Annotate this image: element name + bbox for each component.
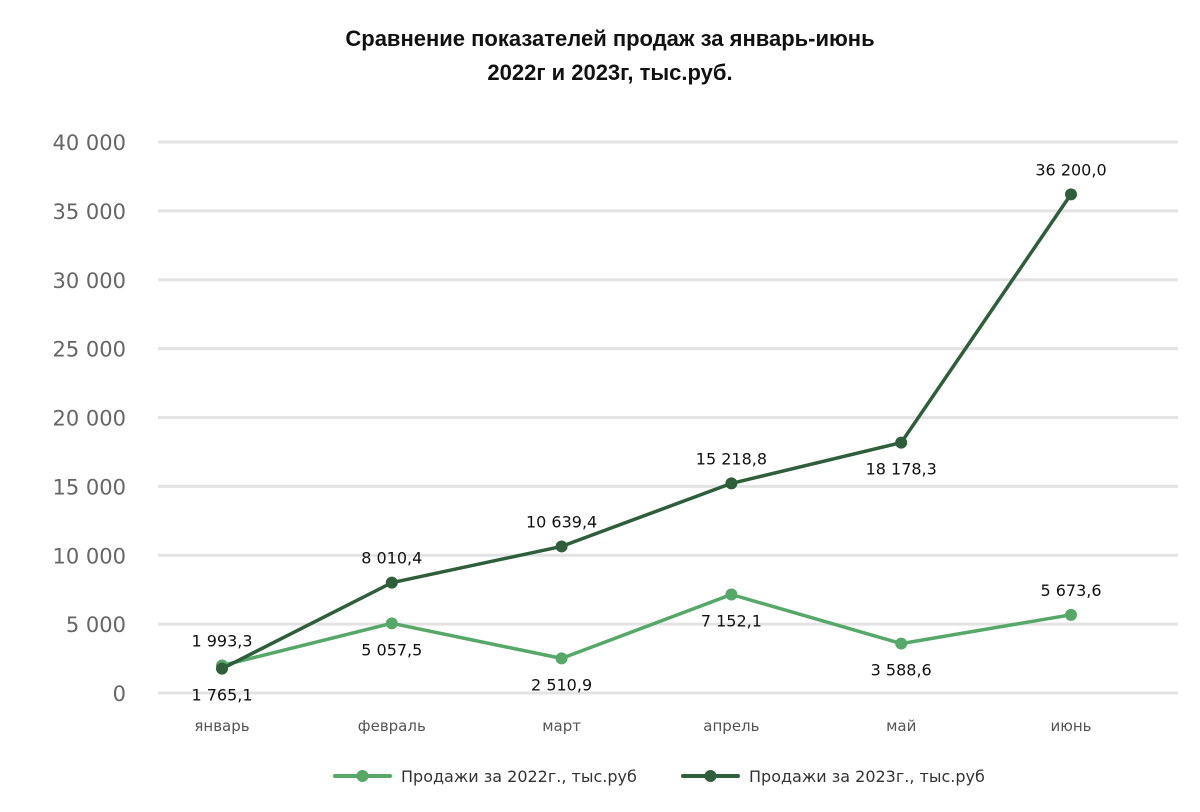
series-1 <box>216 588 1077 672</box>
y-tick-label: 5 000 <box>66 613 126 637</box>
data-labels: 1 993,3 5 057,5 2 510,9 7 152,1 3 588,6 5 673… <box>191 160 1106 704</box>
x-tick-label: март <box>542 717 581 735</box>
data-label: 10 639,4 <box>526 512 597 531</box>
data-point <box>895 637 908 650</box>
x-axis: январь февраль март апрель май июнь <box>194 717 1091 735</box>
data-point <box>1065 608 1077 621</box>
data-label: 18 178,3 <box>866 460 937 479</box>
data-point <box>895 436 908 449</box>
y-tick-label: 20 000 <box>53 407 126 431</box>
data-label: 1 993,3 <box>191 632 252 651</box>
y-tick-label: 0 <box>113 682 126 706</box>
series-line <box>220 592 1073 668</box>
data-point <box>385 617 398 630</box>
data-label: 3 588,6 <box>871 661 932 680</box>
series-line <box>220 192 1073 671</box>
y-axis: 0 5 000 10 000 15 000 20 000 25 000 30 000 35 0… <box>53 131 126 706</box>
y-tick-label: 40 000 <box>53 131 126 155</box>
data-label: 1 765,1 <box>191 686 252 705</box>
chart-title-line-1: Сравнение показателей продаж за январь-и… <box>345 26 875 51</box>
data-label: 5 057,5 <box>361 640 422 659</box>
x-tick-label: январь <box>194 717 249 735</box>
legend-label: Продажи за 2023г., тыс.руб <box>749 767 985 786</box>
data-point <box>1065 188 1077 201</box>
series-area <box>216 188 1077 675</box>
legend-swatch-marker <box>356 770 369 782</box>
data-point <box>555 540 568 553</box>
x-tick-label: апрель <box>703 717 759 735</box>
y-tick-label: 10 000 <box>53 544 126 568</box>
x-tick-label: февраль <box>358 717 426 735</box>
data-point <box>725 477 738 490</box>
data-label: 2 510,9 <box>531 675 592 694</box>
y-tick-label: 15 000 <box>53 475 126 499</box>
x-tick-label: июнь <box>1050 717 1091 735</box>
y-tick-label: 30 000 <box>53 269 126 293</box>
y-tick-label: 25 000 <box>53 338 126 362</box>
data-label: 15 218,8 <box>696 449 767 468</box>
data-label: 8 010,4 <box>361 549 422 568</box>
data-point <box>216 662 228 675</box>
legend-item-2: Продажи за 2023г., тыс.руб <box>681 767 985 786</box>
grid <box>158 140 1178 695</box>
legend-label: Продажи за 2022г., тыс.руб <box>401 767 637 786</box>
x-tick-label: май <box>886 717 916 735</box>
data-point <box>725 588 738 601</box>
data-label: 7 152,1 <box>701 611 762 630</box>
data-point <box>555 652 568 665</box>
chart-title: Сравнение показателей продаж за январь-и… <box>0 22 1200 90</box>
data-label: 36 200,0 <box>1035 160 1106 179</box>
data-point <box>385 576 398 589</box>
series-2 <box>216 188 1077 675</box>
legend-swatch-marker <box>704 770 717 782</box>
data-label: 5 673,6 <box>1040 581 1101 600</box>
legend-item-1: Продажи за 2022г., тыс.руб <box>333 767 637 786</box>
legend: Продажи за 2022г., тыс.руб Продажи за 202… <box>333 767 985 786</box>
chart-title-line-2: 2022г и 2023г, тыс.руб. <box>487 60 733 85</box>
y-tick-label: 35 000 <box>53 200 126 224</box>
